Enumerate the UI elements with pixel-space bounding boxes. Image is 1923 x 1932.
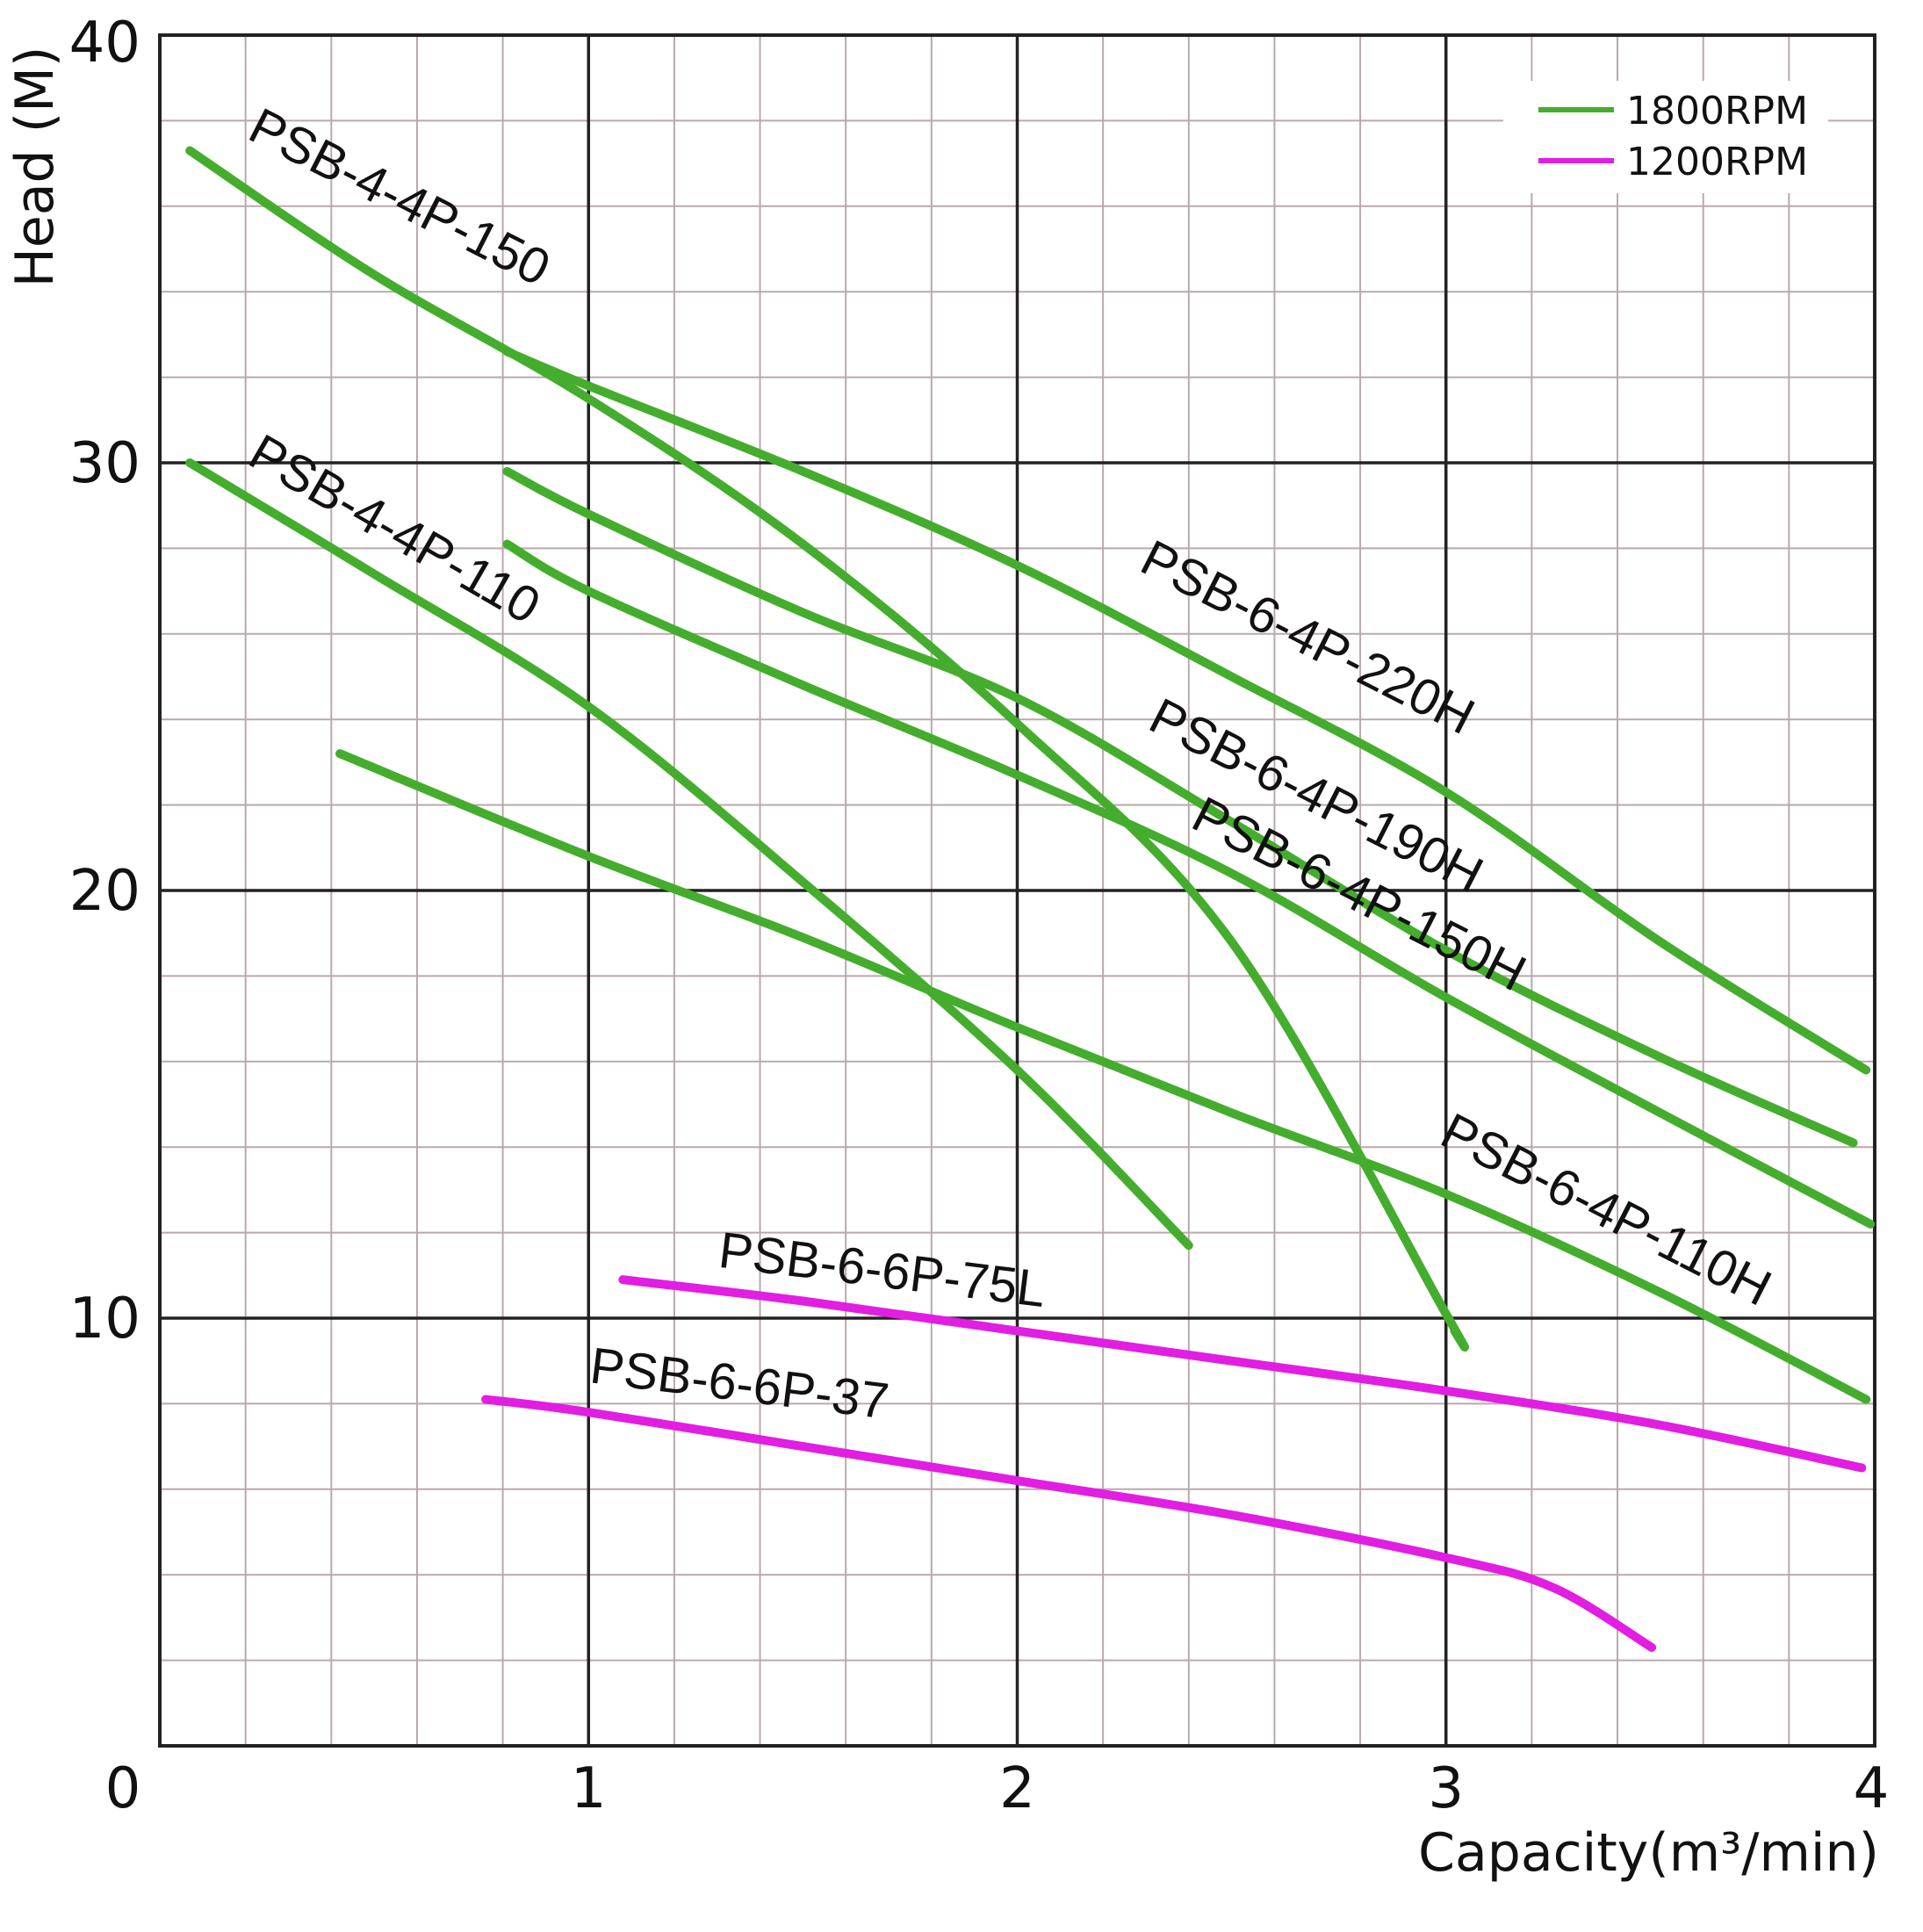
legend: 1800RPM 1200RPM: [1503, 81, 1828, 193]
y-tick-label: 20: [69, 859, 140, 924]
x-tick-label: 1: [571, 1756, 607, 1821]
y-tick-label: 40: [69, 11, 140, 76]
series-line-psb-6-6p-75l: [618, 1275, 1867, 1473]
legend-label-1200rpm: 1200RPM: [1626, 140, 1808, 184]
series-line-psb-6-4p-150h: [502, 539, 1876, 1229]
x-tick-label: 4: [1854, 1756, 1890, 1821]
legend-label-1800rpm: 1800RPM: [1626, 89, 1808, 133]
x-axis-title: Capacity(m³/min): [1418, 1822, 1879, 1884]
x-tick-label: 3: [1428, 1756, 1464, 1821]
y-tick-label: 10: [69, 1287, 140, 1352]
series-line-psb-6-4p-190h: [502, 466, 1858, 1148]
series-line-psb-4-4p-150: [185, 146, 1470, 1352]
x-tick-label: 0: [105, 1756, 141, 1821]
plot-frame: [158, 33, 1876, 1748]
y-axis-title: Head (M): [4, 47, 66, 288]
y-tick-label: 30: [69, 431, 140, 496]
series-line-psb-6-6p-37: [481, 1395, 1657, 1652]
series-line-psb-6-4p-110h: [335, 749, 1871, 1404]
x-tick-label: 2: [999, 1756, 1035, 1821]
legend-box: [1503, 81, 1828, 193]
tick-labels: 0 1 2 3 4 10 20 30 40: [69, 11, 1890, 1821]
series-line-psb-6-4p-220h: [502, 347, 1871, 1075]
series-lines: [185, 146, 1876, 1652]
series-line-psb-4-4p-110: [185, 458, 1193, 1251]
